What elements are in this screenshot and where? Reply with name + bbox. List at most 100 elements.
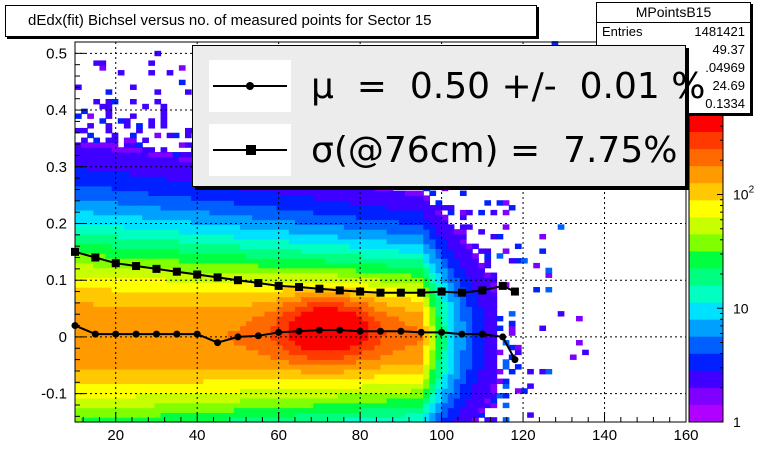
heatmap-cell bbox=[301, 378, 308, 385]
heatmap-cell bbox=[184, 373, 192, 380]
heatmap-cell bbox=[117, 262, 125, 269]
heatmap-cell bbox=[105, 335, 113, 341]
heatmap-cell bbox=[252, 214, 259, 221]
heatmap-cell bbox=[429, 277, 437, 283]
heatmap-cell bbox=[209, 205, 217, 211]
heatmap-cell bbox=[129, 340, 137, 346]
heatmap-cell bbox=[93, 407, 101, 413]
heatmap-cell bbox=[362, 214, 369, 221]
heatmap-cell bbox=[496, 393, 504, 399]
heatmap-cell bbox=[172, 171, 180, 177]
heatmap-cell bbox=[81, 253, 88, 259]
heatmap-cell bbox=[233, 190, 241, 197]
heatmap-cell bbox=[123, 171, 131, 177]
heatmap-cell bbox=[221, 195, 229, 201]
heatmap-cell bbox=[356, 407, 363, 413]
heatmap-cell bbox=[184, 190, 192, 197]
heatmap-cell bbox=[392, 311, 400, 317]
heatmap-cell bbox=[478, 388, 485, 394]
heatmap-cell bbox=[233, 185, 241, 192]
heatmap-cell bbox=[215, 397, 223, 404]
heatmap-cell bbox=[87, 282, 94, 288]
heatmap-cell bbox=[270, 229, 278, 235]
heatmap-cell bbox=[539, 233, 547, 240]
heatmap-cell bbox=[99, 142, 107, 148]
heatmap-cell bbox=[404, 214, 412, 221]
heatmap-cell bbox=[319, 320, 327, 327]
heatmap-cell bbox=[184, 229, 192, 235]
heatmap-cell bbox=[392, 296, 400, 303]
heatmap-cell bbox=[404, 344, 412, 351]
heatmap-cell bbox=[233, 311, 241, 317]
heatmap-cell bbox=[81, 340, 88, 346]
heatmap-cell bbox=[429, 253, 437, 259]
heatmap-cell bbox=[246, 335, 253, 341]
heatmap-cell bbox=[148, 147, 156, 153]
heatmap-cell bbox=[319, 277, 327, 283]
heatmap-cell bbox=[87, 354, 94, 360]
heatmap-cell bbox=[288, 262, 296, 269]
heatmap-cell bbox=[105, 311, 113, 317]
heatmap-cell bbox=[435, 349, 443, 356]
heatmap-cell bbox=[545, 272, 553, 278]
heatmap-cell bbox=[478, 378, 485, 385]
heatmap-cell bbox=[142, 320, 149, 327]
heatmap-cell bbox=[239, 185, 247, 192]
heatmap-cell bbox=[203, 340, 211, 346]
heatmap-cell bbox=[87, 243, 94, 250]
heatmap-cell bbox=[227, 253, 235, 259]
heatmap-cell bbox=[252, 412, 259, 418]
heatmap-cell bbox=[319, 296, 327, 303]
heatmap-cell bbox=[172, 354, 180, 360]
heatmap-cell bbox=[282, 209, 290, 216]
heatmap-cell bbox=[178, 219, 186, 225]
heatmap-cell bbox=[105, 108, 113, 115]
heatmap-cell bbox=[270, 311, 278, 317]
heatmap-cell bbox=[209, 214, 217, 221]
heatmap-cell bbox=[276, 383, 284, 389]
heatmap-cell bbox=[93, 99, 101, 105]
heatmap-cell bbox=[447, 378, 455, 385]
heatmap-cell bbox=[349, 267, 357, 274]
heatmap-cell bbox=[148, 282, 156, 288]
heatmap-cell bbox=[319, 340, 327, 346]
heatmap-cell bbox=[172, 378, 180, 385]
heatmap-cell bbox=[374, 209, 382, 216]
heatmap-cell bbox=[349, 368, 357, 375]
heatmap-cell bbox=[319, 311, 327, 317]
heatmap-cell bbox=[362, 368, 369, 375]
heatmap-cell bbox=[105, 344, 113, 351]
heatmap-cell bbox=[105, 147, 113, 153]
heatmap-cell bbox=[221, 219, 229, 225]
heatmap-cell bbox=[441, 301, 449, 307]
heatmap-cell bbox=[160, 103, 168, 110]
heatmap-cell bbox=[478, 229, 485, 235]
heatmap-cell bbox=[87, 311, 94, 317]
heatmap-cell bbox=[148, 291, 156, 298]
heatmap-cell bbox=[362, 296, 369, 303]
heatmap-cell bbox=[484, 335, 492, 341]
heatmap-cell bbox=[356, 349, 363, 356]
heatmap-cell bbox=[423, 258, 430, 264]
heatmap-cell bbox=[154, 393, 162, 399]
heatmap-cell bbox=[258, 368, 266, 375]
heatmap-cell bbox=[569, 354, 577, 360]
heatmap-cell bbox=[136, 277, 143, 283]
heatmap-cell bbox=[417, 349, 424, 356]
heatmap-cell bbox=[386, 214, 394, 221]
heatmap-cell bbox=[246, 315, 253, 322]
heatmap-cell bbox=[319, 393, 327, 399]
heatmap-cell bbox=[325, 185, 333, 192]
x-tick-label: 160 bbox=[673, 427, 698, 444]
heatmap-cell bbox=[87, 393, 94, 399]
heatmap-cell bbox=[197, 219, 204, 225]
heatmap-cell bbox=[282, 200, 290, 206]
heatmap-cell bbox=[435, 258, 443, 264]
heatmap-cell bbox=[441, 364, 449, 370]
heatmap-cell bbox=[87, 185, 94, 192]
heatmap-cell bbox=[380, 320, 388, 327]
heatmap-cell bbox=[75, 176, 82, 182]
heatmap-cell bbox=[288, 195, 296, 201]
heatmap-cell bbox=[105, 364, 113, 370]
heatmap-cell bbox=[246, 325, 253, 331]
